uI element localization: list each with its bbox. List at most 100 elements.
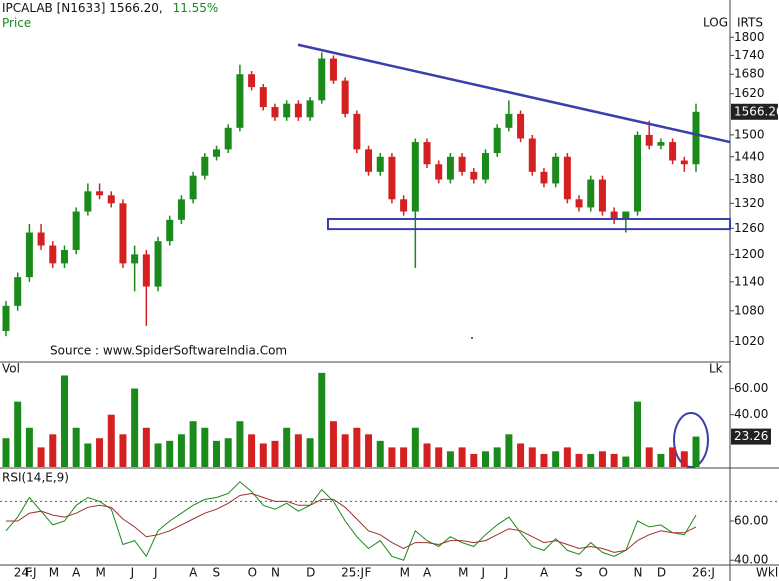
y-tick-label: 1200 bbox=[734, 247, 765, 261]
x-tick-label: M bbox=[458, 566, 468, 580]
volume-bar bbox=[25, 427, 33, 467]
volume-tag-label: 23.26 bbox=[734, 429, 768, 443]
panel-title: Vol bbox=[2, 362, 20, 376]
candle-body bbox=[563, 156, 571, 200]
candle-body bbox=[119, 203, 127, 264]
x-tick-label: J bbox=[480, 566, 485, 580]
x-tick-label: S bbox=[575, 566, 583, 580]
volume-bar bbox=[84, 443, 92, 467]
y-tick-label: 60.00 bbox=[734, 514, 768, 528]
candle-body bbox=[622, 211, 630, 220]
candle-body bbox=[154, 241, 162, 287]
x-tick-label: F bbox=[365, 566, 372, 580]
volume-bar bbox=[610, 453, 618, 467]
x-tick-label: 24:J bbox=[14, 566, 37, 580]
candle-body bbox=[236, 74, 244, 128]
x-tick-label: J bbox=[130, 566, 135, 580]
candle-body bbox=[306, 100, 314, 118]
candle-body bbox=[610, 211, 618, 220]
volume-bar bbox=[540, 453, 548, 467]
volume-bar bbox=[107, 414, 115, 467]
volume-bar bbox=[411, 427, 419, 467]
corner-label: IRTS bbox=[737, 16, 763, 30]
volume-bar bbox=[470, 453, 478, 467]
candle-body bbox=[657, 142, 665, 146]
volume-bar bbox=[505, 434, 513, 467]
x-tick-label: D bbox=[657, 566, 666, 580]
volume-bar bbox=[306, 438, 314, 467]
volume-bar bbox=[166, 440, 174, 467]
x-tick-label: F bbox=[25, 566, 32, 580]
candle-body bbox=[552, 156, 560, 184]
y-tick-label: 40.00 bbox=[734, 553, 768, 567]
candle-body bbox=[388, 156, 396, 200]
candle-body bbox=[692, 111, 700, 165]
candle-body bbox=[353, 113, 361, 150]
candle-body bbox=[669, 142, 677, 161]
candle-body bbox=[271, 107, 279, 118]
symbol: IPCALAB [N1633] bbox=[2, 1, 106, 15]
candle-body bbox=[458, 156, 466, 172]
y-tick-label: 1020 bbox=[734, 334, 765, 348]
volume-bar bbox=[60, 375, 68, 467]
x-tick-label: N bbox=[271, 566, 280, 580]
volume-bar bbox=[49, 434, 57, 467]
x-tick-label: D bbox=[306, 566, 315, 580]
candle-body bbox=[166, 219, 174, 242]
x-tick-label: O bbox=[248, 566, 257, 580]
y-tick-label: 60.00 bbox=[734, 381, 768, 395]
y-tick-label: 1680 bbox=[734, 67, 765, 81]
x-tick-label: A bbox=[72, 566, 81, 580]
candle-body bbox=[283, 103, 291, 118]
candle-body bbox=[142, 254, 150, 287]
volume-bar bbox=[259, 443, 267, 467]
candle-body bbox=[224, 127, 232, 150]
volume-bar bbox=[353, 427, 361, 467]
y-tick-label: 1500 bbox=[734, 127, 765, 141]
volume-bar bbox=[446, 451, 454, 467]
volume-bar bbox=[213, 440, 221, 467]
volume-bar bbox=[692, 436, 700, 467]
volume-bar bbox=[72, 427, 80, 467]
candle-body bbox=[598, 179, 606, 212]
volume-bar bbox=[2, 438, 10, 467]
candle-body bbox=[435, 164, 443, 180]
x-tick-label: O bbox=[598, 566, 607, 580]
candle-body bbox=[517, 113, 525, 139]
volume-bar bbox=[37, 447, 45, 467]
panel-title: RSI(14,E,9) bbox=[2, 471, 69, 485]
volume-bar bbox=[563, 447, 571, 467]
candle-body bbox=[341, 80, 349, 114]
volume-bar bbox=[177, 434, 185, 467]
volume-bar bbox=[423, 443, 431, 467]
candle-body bbox=[131, 254, 139, 264]
volume-bar bbox=[248, 434, 256, 467]
x-tick-label: 26:J bbox=[692, 566, 715, 580]
candle-body bbox=[49, 245, 57, 264]
volume-bar bbox=[657, 453, 665, 467]
volume-bar bbox=[154, 443, 162, 467]
volume-bar bbox=[294, 434, 302, 467]
volume-bar bbox=[598, 451, 606, 467]
candle-body bbox=[201, 156, 209, 176]
candle-body bbox=[213, 149, 221, 157]
x-unit: Wkl bbox=[756, 566, 778, 580]
candle-body bbox=[14, 277, 22, 306]
support-zone bbox=[327, 217, 731, 231]
candle-body bbox=[634, 134, 642, 212]
volume-bar bbox=[435, 447, 443, 467]
candle-body bbox=[680, 160, 688, 165]
volume-bar bbox=[119, 434, 127, 467]
source-note: Source : www.SpiderSoftwareIndia.Com bbox=[50, 344, 287, 358]
volume-bar bbox=[645, 447, 653, 467]
y-tick-label: 1080 bbox=[734, 303, 765, 317]
candle-body bbox=[493, 127, 501, 154]
volume-bar bbox=[587, 453, 595, 467]
x-tick-label: A bbox=[540, 566, 549, 580]
candle-body bbox=[365, 149, 373, 172]
price: 1566.20 bbox=[109, 1, 159, 15]
volume-bar bbox=[341, 434, 349, 467]
price-tag bbox=[731, 103, 778, 120]
